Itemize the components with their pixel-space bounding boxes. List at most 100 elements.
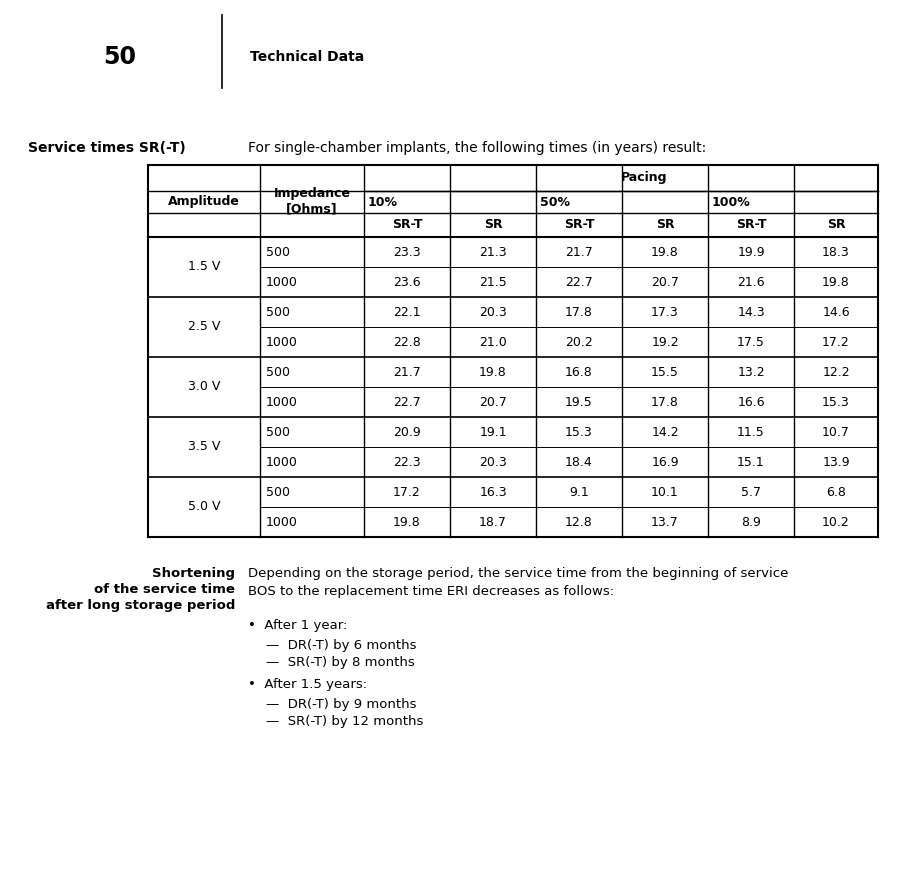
Text: 20.9: 20.9 bbox=[393, 426, 421, 439]
Text: 16.6: 16.6 bbox=[737, 396, 764, 409]
Text: 16.9: 16.9 bbox=[651, 455, 679, 469]
Text: 15.3: 15.3 bbox=[565, 426, 593, 439]
Text: 11.5: 11.5 bbox=[737, 426, 764, 439]
Text: 15.1: 15.1 bbox=[737, 455, 764, 469]
Text: 20.2: 20.2 bbox=[565, 336, 593, 349]
Text: Amplitude: Amplitude bbox=[168, 195, 240, 208]
Text: 20.7: 20.7 bbox=[651, 276, 679, 288]
Text: 21.6: 21.6 bbox=[737, 276, 764, 288]
Text: For single-chamber implants, the following times (in years) result:: For single-chamber implants, the followi… bbox=[248, 141, 706, 155]
Text: Impedance
[Ohms]: Impedance [Ohms] bbox=[274, 187, 351, 216]
Text: —  SR(-T) by 8 months: — SR(-T) by 8 months bbox=[266, 656, 414, 669]
Text: 19.2: 19.2 bbox=[651, 336, 679, 349]
Text: 18.3: 18.3 bbox=[822, 246, 850, 258]
Text: 5.7: 5.7 bbox=[741, 485, 761, 499]
Text: 18.7: 18.7 bbox=[479, 515, 507, 529]
Text: 14.3: 14.3 bbox=[737, 306, 764, 319]
Text: SR: SR bbox=[656, 218, 674, 232]
Text: 23.3: 23.3 bbox=[393, 246, 421, 258]
Text: 100%: 100% bbox=[712, 196, 751, 209]
Text: 18.4: 18.4 bbox=[565, 455, 593, 469]
Text: 19.1: 19.1 bbox=[479, 426, 507, 439]
Text: 13.9: 13.9 bbox=[822, 455, 850, 469]
Text: 17.2: 17.2 bbox=[822, 336, 850, 349]
Text: 12.2: 12.2 bbox=[822, 366, 850, 379]
Text: SR-T: SR-T bbox=[736, 218, 766, 232]
Text: 17.5: 17.5 bbox=[737, 336, 765, 349]
Text: 1000: 1000 bbox=[266, 336, 297, 349]
Text: 5.0 V: 5.0 V bbox=[188, 500, 220, 514]
Text: 1000: 1000 bbox=[266, 515, 297, 529]
Text: 15.3: 15.3 bbox=[822, 396, 850, 409]
Text: 12.8: 12.8 bbox=[565, 515, 593, 529]
Text: 20.3: 20.3 bbox=[479, 306, 507, 319]
Text: SR-T: SR-T bbox=[391, 218, 422, 232]
Text: 22.1: 22.1 bbox=[393, 306, 421, 319]
Text: 22.7: 22.7 bbox=[565, 276, 593, 288]
Text: 19.9: 19.9 bbox=[737, 246, 764, 258]
Text: 14.2: 14.2 bbox=[651, 426, 679, 439]
Text: 8.9: 8.9 bbox=[741, 515, 761, 529]
Text: SR: SR bbox=[827, 218, 845, 232]
Text: 10.7: 10.7 bbox=[822, 426, 850, 439]
Text: 13.2: 13.2 bbox=[737, 366, 764, 379]
Text: 10%: 10% bbox=[368, 196, 398, 209]
Text: 21.7: 21.7 bbox=[393, 366, 421, 379]
Text: 21.3: 21.3 bbox=[479, 246, 507, 258]
Text: 1000: 1000 bbox=[266, 455, 297, 469]
Text: 22.8: 22.8 bbox=[393, 336, 421, 349]
Text: 2.5 V: 2.5 V bbox=[188, 321, 220, 334]
Text: 17.3: 17.3 bbox=[651, 306, 679, 319]
Text: —  SR(-T) by 12 months: — SR(-T) by 12 months bbox=[266, 715, 424, 728]
Text: 500: 500 bbox=[266, 366, 290, 379]
Text: 6.8: 6.8 bbox=[826, 485, 845, 499]
Text: 22.3: 22.3 bbox=[393, 455, 421, 469]
Text: 15.5: 15.5 bbox=[651, 366, 679, 379]
Text: 9.1: 9.1 bbox=[569, 485, 589, 499]
Text: 21.5: 21.5 bbox=[479, 276, 507, 288]
Text: 19.8: 19.8 bbox=[822, 276, 850, 288]
Text: 19.8: 19.8 bbox=[479, 366, 507, 379]
Text: 500: 500 bbox=[266, 485, 290, 499]
Text: 500: 500 bbox=[266, 426, 290, 439]
Text: 3.5 V: 3.5 V bbox=[188, 440, 220, 454]
Text: 500: 500 bbox=[266, 246, 290, 258]
Text: 19.8: 19.8 bbox=[393, 515, 421, 529]
Text: 22.7: 22.7 bbox=[393, 396, 421, 409]
Text: Depending on the storage period, the service time from the beginning of service
: Depending on the storage period, the ser… bbox=[248, 567, 788, 598]
Text: —  DR(-T) by 9 months: — DR(-T) by 9 months bbox=[266, 698, 416, 711]
Text: 1000: 1000 bbox=[266, 396, 297, 409]
Text: Pacing: Pacing bbox=[621, 172, 668, 184]
Text: 50%: 50% bbox=[540, 196, 570, 209]
Text: 21.0: 21.0 bbox=[479, 336, 507, 349]
Text: 13.7: 13.7 bbox=[651, 515, 679, 529]
Text: 19.5: 19.5 bbox=[565, 396, 593, 409]
Text: 17.2: 17.2 bbox=[393, 485, 421, 499]
Text: 17.8: 17.8 bbox=[651, 396, 679, 409]
Text: of the service time: of the service time bbox=[94, 583, 235, 596]
Text: 50: 50 bbox=[103, 45, 136, 69]
Text: 20.7: 20.7 bbox=[479, 396, 507, 409]
Text: •  After 1.5 years:: • After 1.5 years: bbox=[248, 678, 367, 691]
Text: 1.5 V: 1.5 V bbox=[188, 261, 220, 273]
Text: after long storage period: after long storage period bbox=[46, 599, 235, 612]
Text: Service times SR(-T): Service times SR(-T) bbox=[28, 141, 186, 155]
Text: 19.8: 19.8 bbox=[651, 246, 679, 258]
Text: 10.1: 10.1 bbox=[651, 485, 679, 499]
Text: 10.2: 10.2 bbox=[822, 515, 850, 529]
Text: 14.6: 14.6 bbox=[822, 306, 850, 319]
Text: 3.0 V: 3.0 V bbox=[188, 381, 220, 394]
Text: 20.3: 20.3 bbox=[479, 455, 507, 469]
Text: •  After 1 year:: • After 1 year: bbox=[248, 619, 347, 632]
Text: 500: 500 bbox=[266, 306, 290, 319]
Text: SR-T: SR-T bbox=[564, 218, 594, 232]
Text: 23.6: 23.6 bbox=[393, 276, 421, 288]
Text: Shortening: Shortening bbox=[152, 567, 235, 580]
Text: 17.8: 17.8 bbox=[565, 306, 593, 319]
Text: 1000: 1000 bbox=[266, 276, 297, 288]
Text: 21.7: 21.7 bbox=[565, 246, 593, 258]
Text: 16.3: 16.3 bbox=[479, 485, 507, 499]
Text: 16.8: 16.8 bbox=[565, 366, 593, 379]
Text: SR: SR bbox=[484, 218, 502, 232]
Text: —  DR(-T) by 6 months: — DR(-T) by 6 months bbox=[266, 639, 416, 652]
